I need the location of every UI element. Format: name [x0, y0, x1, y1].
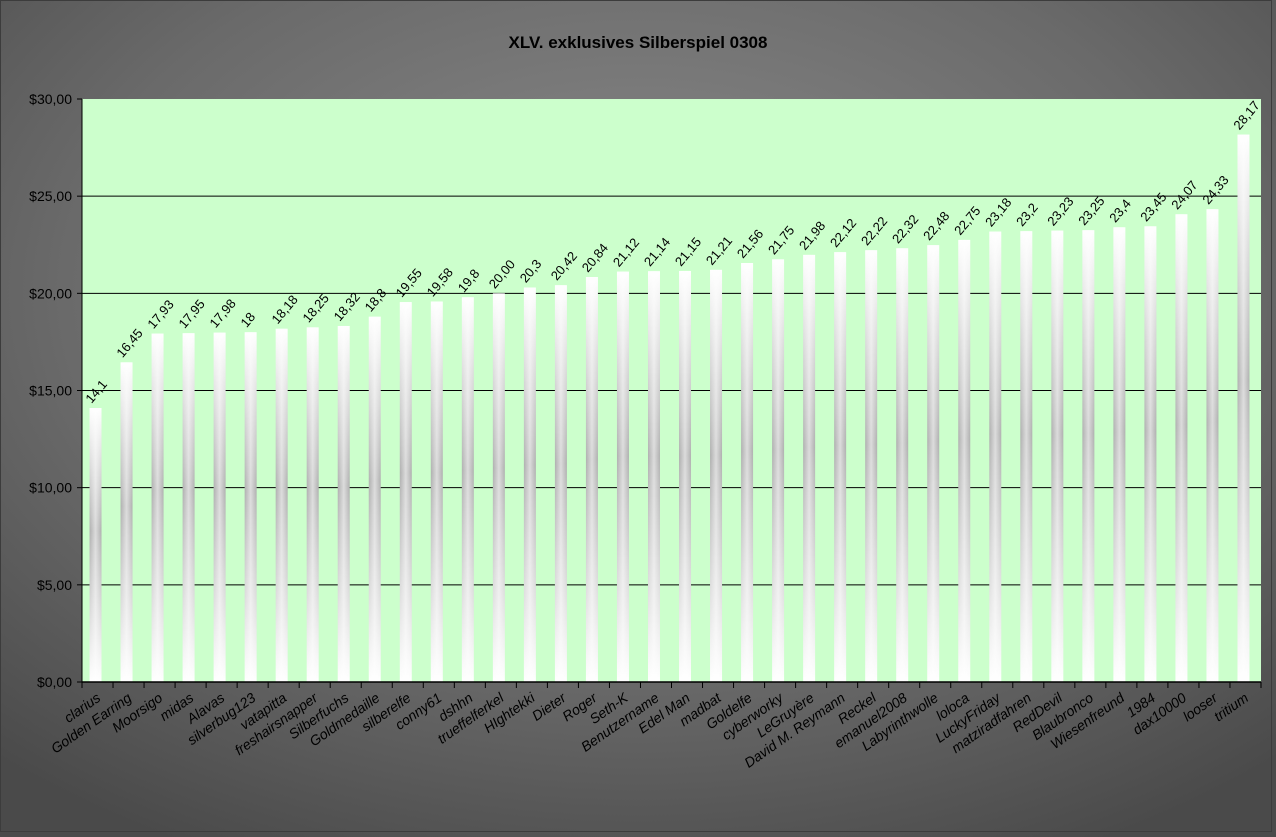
bar-highlight [616, 271, 629, 682]
bar-highlight [430, 301, 443, 682]
y-tick-labels: $0,00 $5,00 $10,00 $15,00 $20,00 $25,00 $30,00 [29, 91, 72, 690]
bar-highlight [803, 254, 816, 682]
bar-highlight [337, 325, 350, 682]
bar-highlight [89, 407, 102, 682]
y-tick-label: $15,00 [29, 383, 72, 399]
bar-highlight [275, 328, 288, 682]
bar-highlight [368, 316, 381, 682]
bar-highlight [244, 332, 257, 682]
bar-highlight [1206, 209, 1219, 682]
bar-highlight [1082, 230, 1095, 683]
y-tick-label: $20,00 [29, 285, 72, 301]
bar-highlight [989, 231, 1002, 682]
bar-highlight [647, 271, 660, 682]
bar-highlight [896, 248, 909, 683]
bar-highlight [1051, 230, 1064, 682]
bar-highlight [213, 332, 226, 682]
bar-highlight [741, 263, 754, 682]
bar-highlight [865, 250, 878, 682]
axes [77, 98, 1262, 688]
bars [89, 134, 1250, 683]
bar-highlight [306, 327, 319, 682]
bar-highlight [120, 362, 133, 682]
bar-highlight [182, 333, 195, 682]
bar-highlight [399, 302, 412, 682]
bar-highlight [679, 270, 692, 682]
y-tick-label: $30,00 [29, 91, 72, 107]
y-tick-label: $10,00 [29, 480, 72, 496]
bar-highlight [710, 269, 723, 682]
bar-highlight [1237, 134, 1250, 683]
bar-highlight [772, 259, 785, 682]
bar-highlight [834, 252, 847, 682]
bar-highlight [927, 245, 940, 682]
bar-highlight [523, 287, 536, 682]
bar-highlight [958, 239, 971, 682]
chart-title: XLV. exklusives Silberspiel 0308 [509, 33, 768, 52]
bar-highlight [585, 277, 598, 682]
bar-highlight [461, 297, 474, 682]
bar-highlight [554, 285, 567, 682]
bar-highlight [1144, 226, 1157, 682]
bar-highlight [492, 293, 505, 682]
bar-highlight [1020, 231, 1033, 682]
bar-highlight [151, 333, 164, 682]
bar-highlight [1113, 227, 1126, 682]
bar-highlight [1175, 214, 1188, 682]
y-tick-label: $0,00 [37, 674, 72, 690]
y-tick-label: $25,00 [29, 188, 72, 204]
y-tick-label: $5,00 [37, 577, 72, 593]
